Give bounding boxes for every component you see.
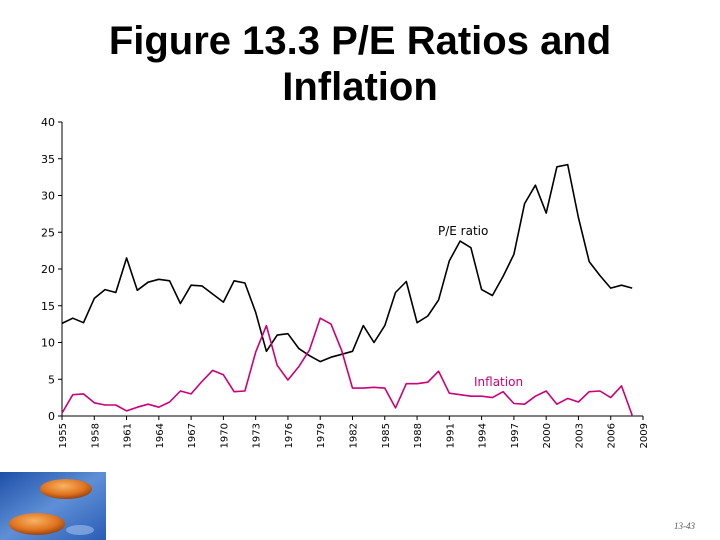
x-tick-label: 1964 bbox=[155, 423, 166, 448]
pe-ratio-series-line bbox=[61, 163, 633, 363]
x-tick-label: 1958 bbox=[90, 423, 101, 448]
x-tick-label: 1961 bbox=[123, 423, 134, 448]
x-tick-label: 1982 bbox=[349, 423, 360, 448]
pe-ratio-series-label: P/E ratio bbox=[438, 224, 488, 238]
y-tick-label: 15 bbox=[41, 300, 55, 313]
x-tick-label: 1988 bbox=[413, 423, 424, 448]
y-tick-label: 0 bbox=[48, 410, 55, 423]
y-tick-label: 35 bbox=[41, 153, 55, 166]
y-tick-label: 30 bbox=[41, 190, 55, 203]
slide-title-line2: Inflation bbox=[282, 65, 438, 109]
x-tick-label: 1970 bbox=[219, 423, 230, 448]
corner-stones-image bbox=[0, 472, 106, 540]
x-tick-label: 2006 bbox=[607, 423, 618, 448]
inflation-series-line bbox=[61, 317, 633, 416]
x-tick-label: 2003 bbox=[574, 423, 585, 448]
x-tick-label: 1979 bbox=[316, 423, 327, 448]
x-tick-label: 1994 bbox=[478, 423, 489, 448]
x-tick-label: 2009 bbox=[639, 423, 650, 448]
x-tick-label: 1997 bbox=[510, 423, 521, 448]
y-tick-label: 5 bbox=[48, 373, 55, 386]
y-tick-label: 25 bbox=[41, 226, 55, 239]
y-tick-label: 40 bbox=[41, 116, 55, 129]
y-tick-label: 20 bbox=[41, 263, 55, 276]
x-tick-label: 1991 bbox=[445, 423, 456, 448]
x-tick-label: 1967 bbox=[187, 423, 198, 448]
inflation-series-label: Inflation bbox=[474, 375, 523, 389]
x-tick-label: 1985 bbox=[381, 423, 392, 448]
x-tick-label: 1976 bbox=[284, 423, 295, 448]
slide-title: Figure 13.3 P/E Ratios and Inflation bbox=[40, 18, 680, 110]
y-tick-label: 10 bbox=[41, 337, 55, 350]
x-tick-label: 1973 bbox=[252, 423, 263, 448]
slide-number: 13-43 bbox=[674, 521, 695, 531]
x-tick-label: 2000 bbox=[542, 423, 553, 448]
slide-title-line1: Figure 13.3 P/E Ratios and bbox=[108, 19, 612, 63]
x-tick-label: 1955 bbox=[58, 423, 69, 448]
